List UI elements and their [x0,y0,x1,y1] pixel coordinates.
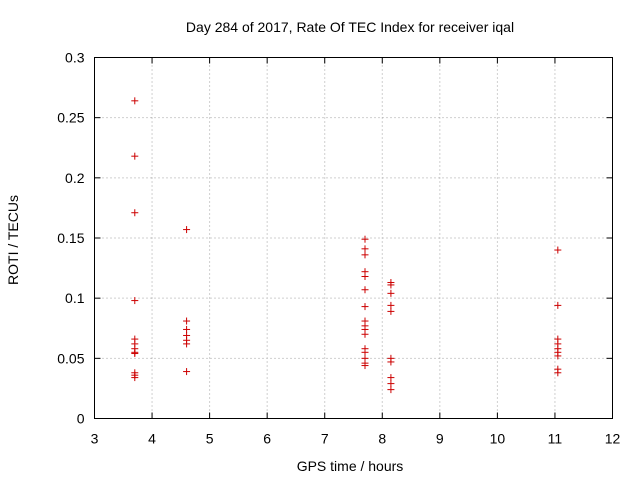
y-tick-label: 0.15 [57,230,84,246]
data-point [361,251,369,259]
data-point [387,380,395,388]
data-points [131,97,562,394]
data-point [131,350,139,358]
x-axis-label: GPS time / hours [297,458,404,474]
x-tick-label: 6 [263,431,271,447]
y-tick-label: 0.2 [65,170,85,186]
y-tick-label: 0.25 [57,110,84,126]
y-tick-label: 0.3 [65,50,85,66]
data-point [387,307,395,315]
data-point [387,386,395,394]
data-point [554,301,562,309]
data-point [183,226,191,234]
y-tick-label: 0.1 [65,290,85,306]
data-point [361,273,369,281]
x-tick-label: 4 [148,431,156,447]
data-point [554,369,562,377]
data-point [131,97,139,105]
data-point [361,245,369,253]
data-point [361,330,369,338]
x-tick-label: 3 [91,431,99,447]
x-tick-label: 8 [378,431,386,447]
data-point [183,340,191,348]
x-tick-label: 11 [548,431,563,447]
data-point [361,235,369,243]
y-tick-label: 0.05 [57,350,84,366]
x-axis-ticks: 3 4 5 6 7 8 9 10 11 12 [91,57,621,447]
y-axis-label: ROTI / TECUs [5,195,21,285]
data-point [131,152,139,160]
y-axis-ticks: 0 0.05 0.1 0.15 0.2 0.25 0.3 [57,50,613,427]
data-point [183,317,191,325]
data-point [131,374,139,382]
x-tick-label: 9 [436,431,444,447]
data-point [183,325,191,333]
grid [94,57,613,419]
data-point [361,303,369,311]
x-tick-label: 5 [206,431,214,447]
data-point [387,374,395,382]
x-tick-label: 12 [605,431,621,447]
data-point [131,297,139,305]
plot-frame [94,57,613,419]
data-point [361,286,369,294]
y-tick-label: 0 [77,411,85,427]
data-point [554,352,562,360]
data-point [131,209,139,217]
data-point [387,358,395,366]
data-point [387,281,395,289]
data-point [361,362,369,370]
data-point [183,368,191,376]
x-tick-label: 10 [490,431,506,447]
data-point [554,246,562,254]
data-point [387,301,395,309]
data-point [361,348,369,356]
x-tick-label: 7 [321,431,329,447]
data-point [387,289,395,297]
chart-title: Day 284 of 2017, Rate Of TEC Index for r… [186,19,514,35]
